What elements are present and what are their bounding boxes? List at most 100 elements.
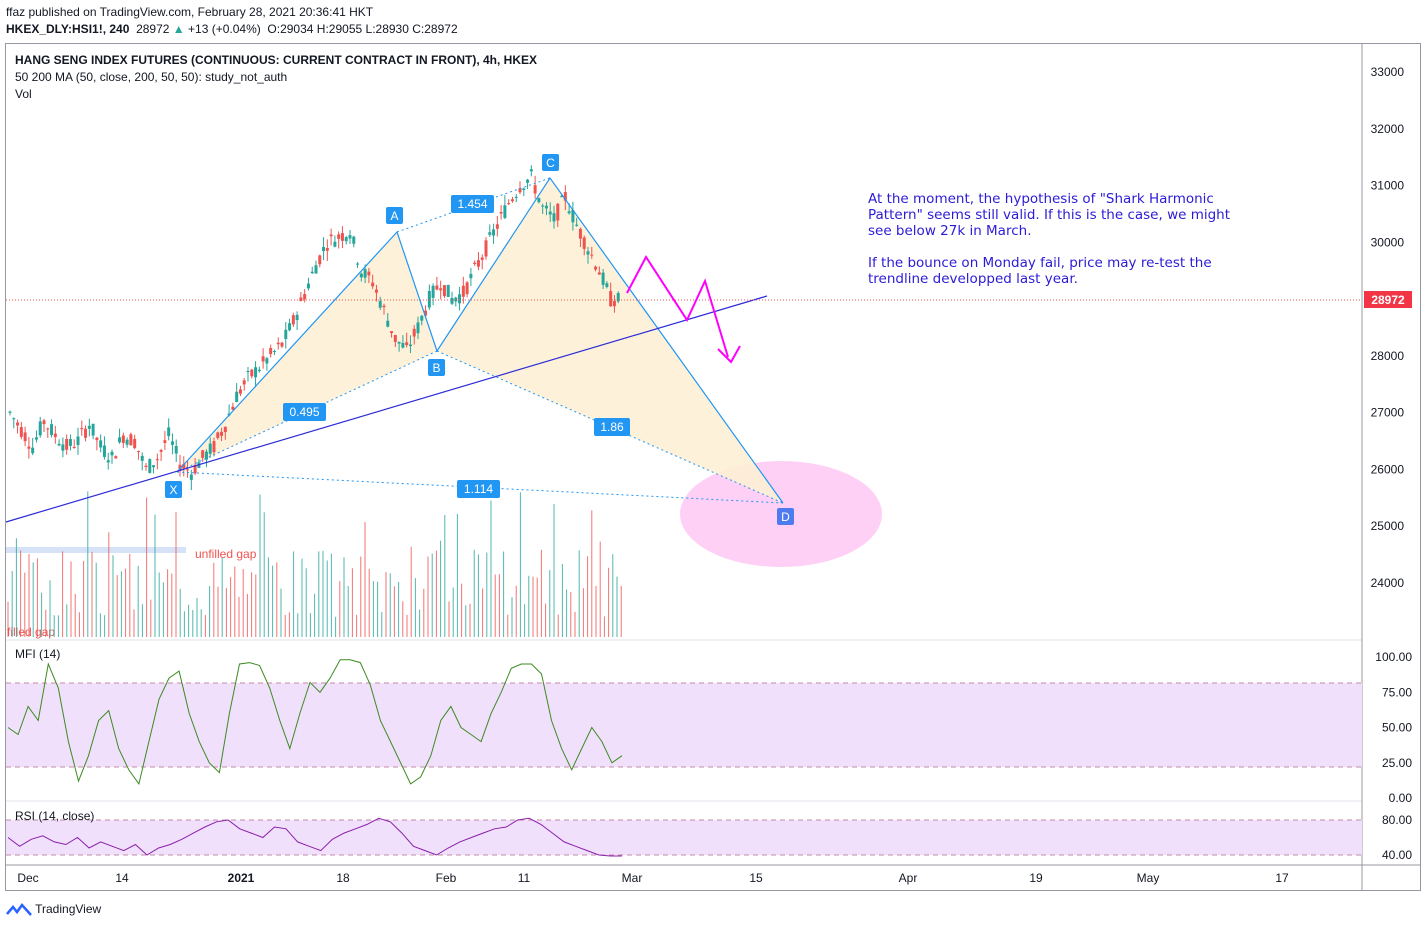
- volume-bars: [7, 491, 622, 637]
- candle-body: [208, 443, 212, 454]
- mfi-legend[interactable]: MFI (14): [15, 647, 61, 661]
- candle-body: [363, 269, 367, 278]
- candle-body: [27, 446, 31, 449]
- tradingview-wordmark: TradingView: [35, 902, 102, 916]
- point-label-c[interactable]: C: [542, 154, 559, 171]
- candle-body: [556, 203, 560, 221]
- price-axis-label: 26000: [1371, 462, 1405, 476]
- time-axis-label: Mar: [622, 871, 643, 885]
- price-axis-label: 33000: [1371, 65, 1405, 79]
- candle-body: [461, 285, 465, 297]
- point-label-a[interactable]: A: [386, 207, 403, 224]
- candle-body: [114, 456, 118, 459]
- mfi-axis-label: 0.00: [1389, 791, 1413, 805]
- candle-body: [31, 447, 35, 454]
- candle-body: [102, 445, 106, 457]
- candle-body: [280, 342, 284, 347]
- candle-body: [16, 422, 20, 426]
- candle-body: [121, 435, 125, 444]
- pattern-xab-fill: [177, 232, 437, 472]
- filled-gap-label: filled gap: [7, 625, 55, 639]
- ratio-label-1[interactable]: 1.454: [451, 195, 494, 213]
- price-axis-label: 27000: [1371, 406, 1405, 420]
- candle-body: [257, 369, 261, 372]
- candle-body: [495, 224, 499, 229]
- candle-body: [306, 283, 310, 289]
- mfi-axis-label: 75.00: [1382, 685, 1412, 699]
- candle-body: [612, 301, 616, 307]
- candle-body: [590, 254, 594, 256]
- point-letter: B: [432, 361, 440, 375]
- candle-body: [310, 271, 314, 274]
- point-label-b[interactable]: B: [428, 359, 445, 376]
- candle-body: [371, 282, 375, 287]
- annotation-note-2[interactable]: If the bounce on Monday fail, price may …: [868, 255, 1212, 287]
- candle-body: [450, 297, 454, 304]
- time-axis-label: 11: [518, 871, 531, 885]
- ma-legend[interactable]: 50 200 MA (50, close, 200, 50, 50): stud…: [15, 70, 288, 84]
- candle-body: [560, 196, 564, 198]
- trendline[interactable]: [5, 295, 768, 523]
- candle-body: [167, 427, 171, 437]
- chart-title: HANG SENG INDEX FUTURES (CONTINUOUS: CUR…: [15, 53, 537, 67]
- candle-body: [155, 459, 159, 461]
- candle-body: [446, 284, 450, 297]
- ratio-label-2[interactable]: 1.86: [594, 418, 630, 436]
- candle-body: [144, 465, 148, 468]
- candle-body: [537, 198, 541, 203]
- candle-body: [250, 369, 254, 377]
- tradingview-logo[interactable]: TradingView: [6, 902, 101, 917]
- candle-body: [548, 211, 552, 215]
- price-axis[interactable]: 2400025000260002700028000290003000031000…: [1371, 65, 1405, 590]
- candle-body: [53, 433, 57, 438]
- candle-body: [529, 169, 533, 172]
- candle-body: [276, 342, 280, 345]
- point-label-d[interactable]: D: [777, 508, 794, 525]
- ratio-text: 1.454: [457, 197, 487, 211]
- rsi-legend[interactable]: RSI (14, close): [15, 809, 95, 823]
- candle-body: [412, 328, 416, 337]
- ratio-label-3[interactable]: 1.114: [457, 480, 500, 498]
- candle-body: [12, 418, 16, 420]
- ratio-text: 1.114: [464, 482, 493, 496]
- rsi-band: [6, 820, 1362, 855]
- mfi-axis-label: 50.00: [1382, 721, 1412, 735]
- annotation-note-1[interactable]: At the moment, the hypothesis of "Shark …: [868, 191, 1231, 239]
- ratio-label-0[interactable]: 0.495: [283, 403, 326, 421]
- candle-body: [597, 272, 601, 275]
- time-axis-label: 17: [1275, 871, 1289, 885]
- candle-body: [269, 348, 273, 355]
- candle-body: [480, 257, 484, 260]
- time-axis-label: Feb: [436, 871, 457, 885]
- point-letter: D: [781, 510, 790, 524]
- candle-body: [152, 465, 156, 468]
- candle-body: [189, 474, 193, 480]
- candle-body: [140, 455, 144, 461]
- candle-body: [435, 285, 439, 290]
- candle-body: [242, 380, 246, 385]
- candle-body: [382, 305, 386, 308]
- candle-body: [106, 460, 110, 463]
- vol-legend[interactable]: Vol: [15, 87, 32, 101]
- ratio-text: 0.495: [289, 405, 319, 419]
- candle-body: [99, 440, 103, 448]
- chart-frame[interactable]: [5, 43, 1421, 891]
- tradingview-logo-icon: [6, 902, 32, 916]
- candle-body: [488, 232, 492, 235]
- rsi-axis-label: 40.00: [1382, 848, 1412, 862]
- candle-body: [80, 428, 84, 430]
- time-axis[interactable]: Dec 14 2021 18 Feb 11 Mar 15 Apr 19 May 17: [17, 871, 1289, 885]
- time-axis-label: 18: [336, 871, 350, 885]
- point-label-x[interactable]: X: [165, 481, 182, 498]
- projection-path[interactable]: [626, 255, 729, 358]
- symbol-name[interactable]: HKEX_DLY:HSI1!, 240: [6, 22, 130, 36]
- candle-body: [303, 294, 307, 300]
- candle-body: [476, 260, 480, 267]
- up-arrow-icon: ▲: [172, 22, 185, 36]
- publish-info: ffaz published on TradingView.com, Febru…: [6, 5, 374, 19]
- candle-body: [133, 438, 137, 449]
- candle-body: [605, 283, 609, 287]
- candle-body: [91, 423, 95, 436]
- candle-body: [38, 421, 42, 436]
